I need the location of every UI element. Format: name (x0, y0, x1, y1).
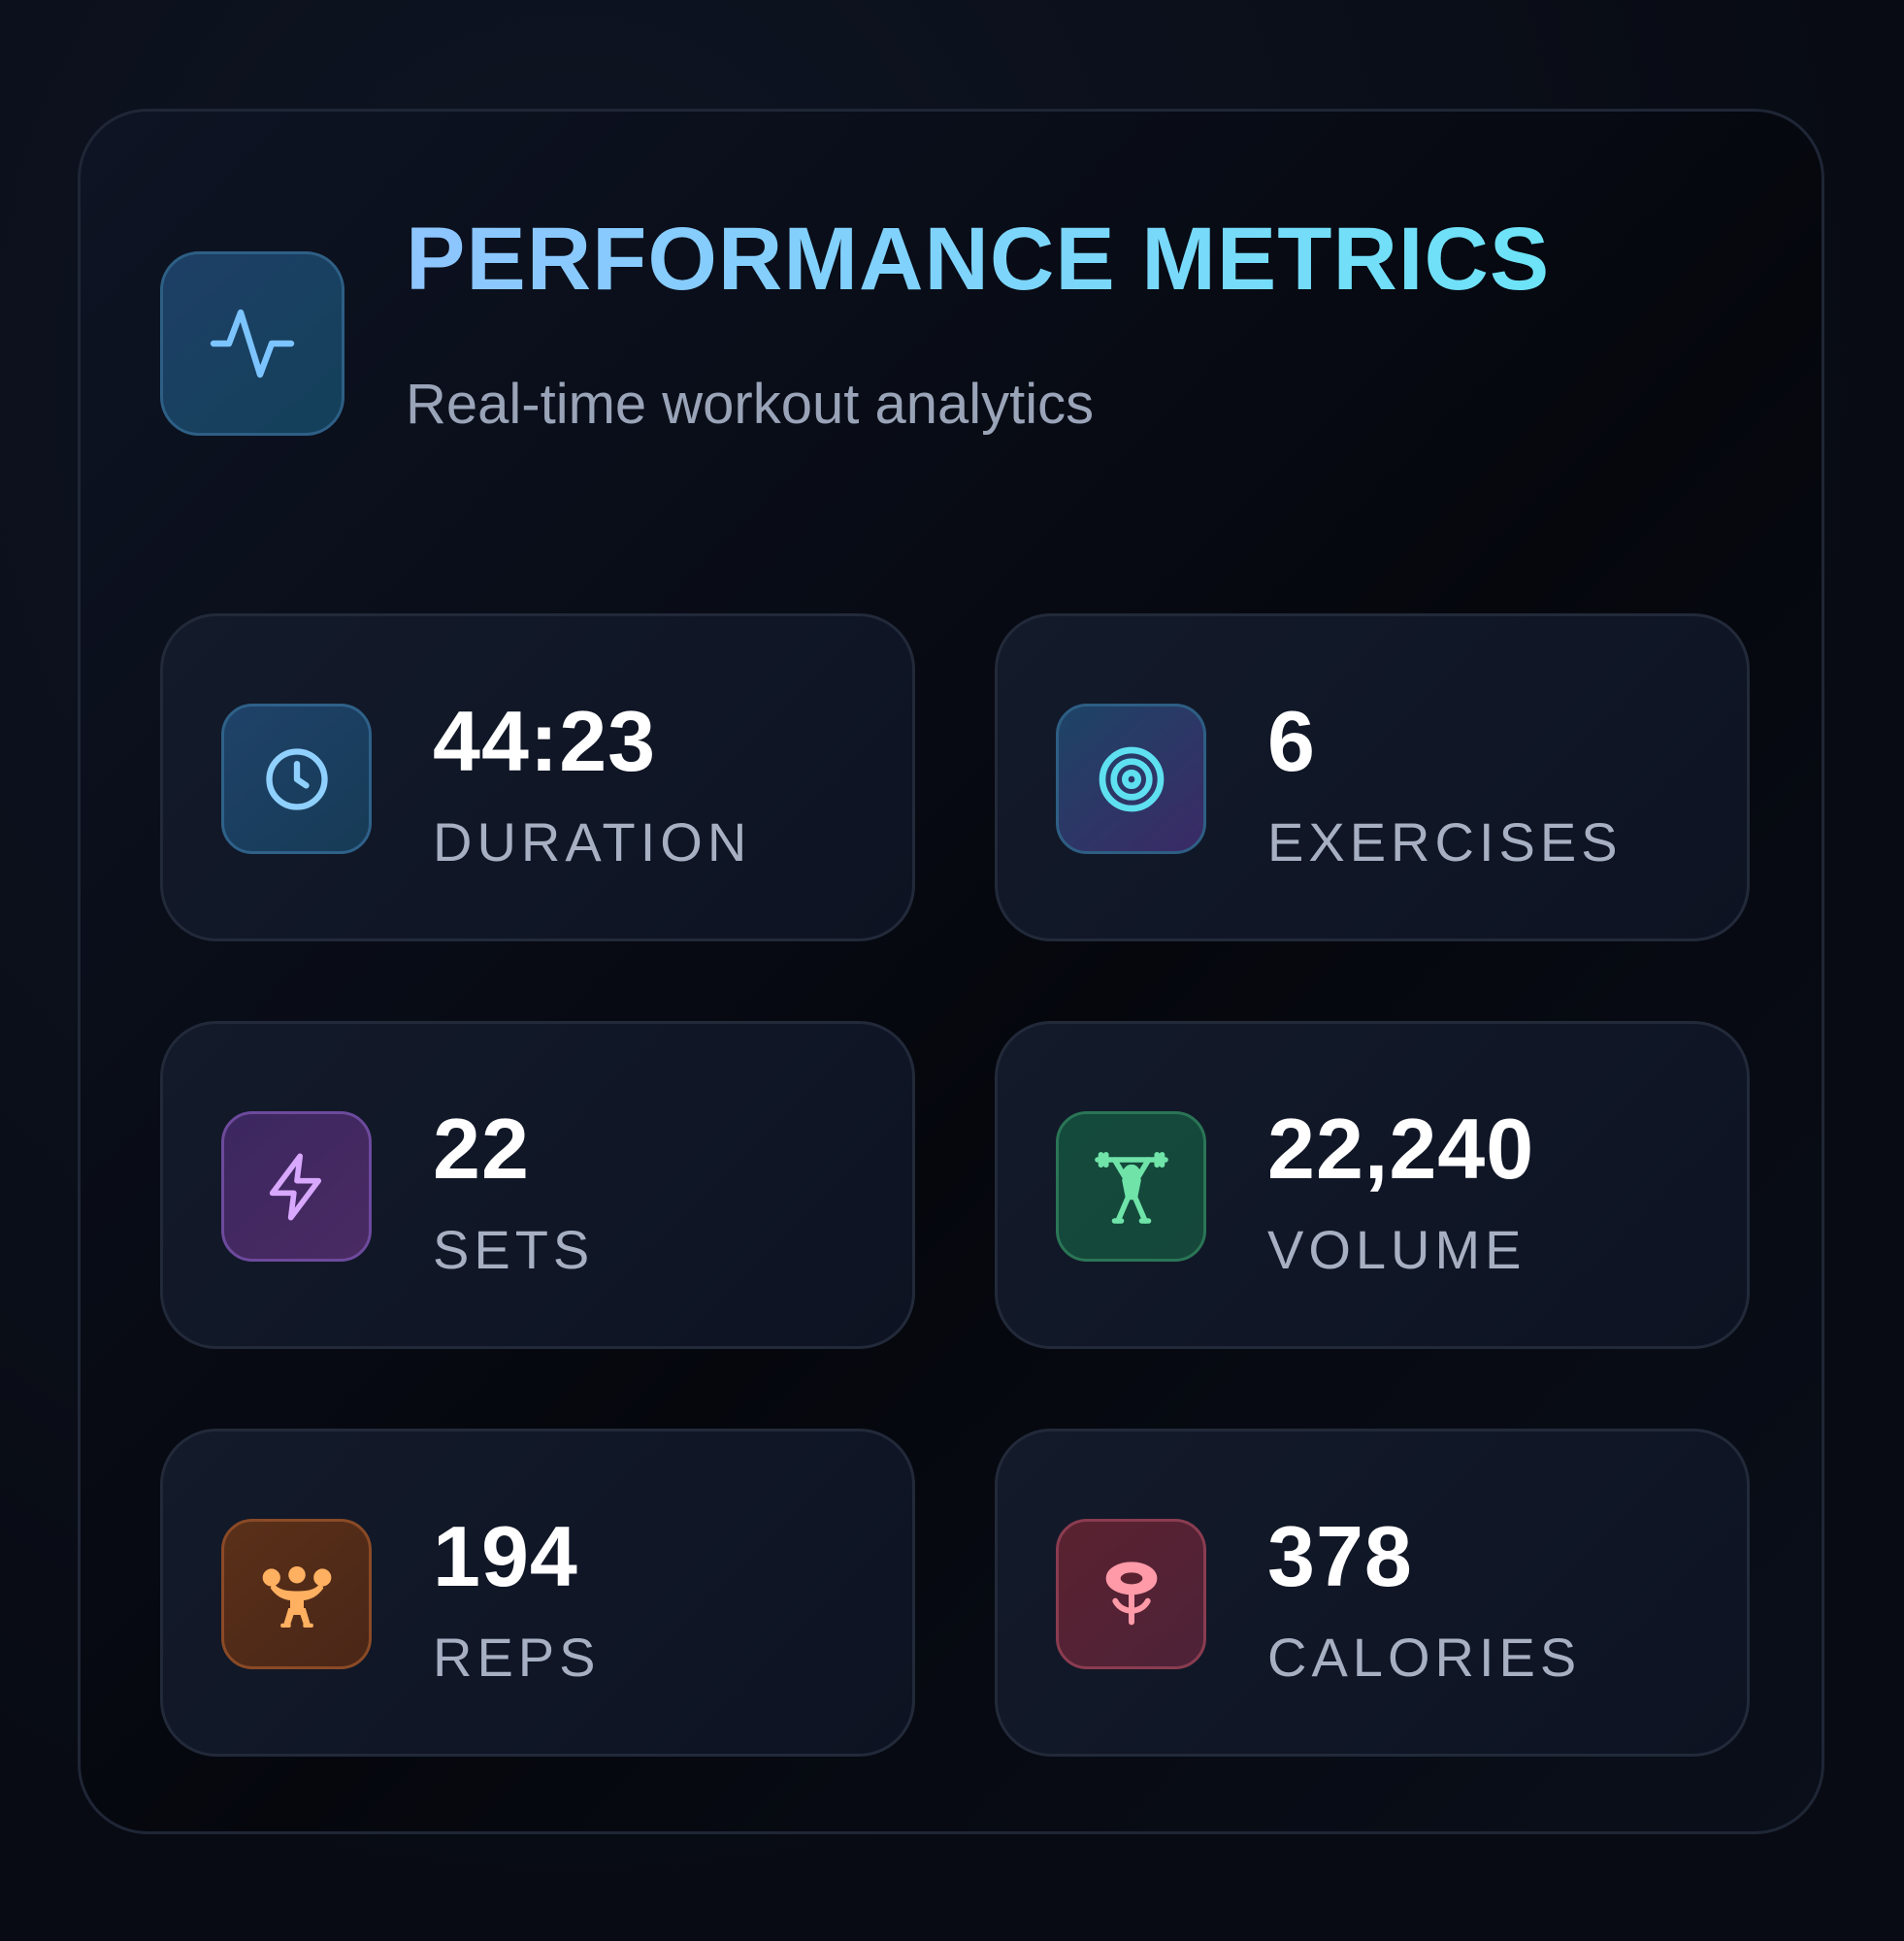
metric-value: 22,240 (1267, 1101, 1535, 1197)
flame-icon (1056, 1519, 1206, 1669)
metric-label: REPS (433, 1627, 601, 1688)
page-title: PERFORMANCE METRICS (406, 210, 1551, 309)
metric-card-reps[interactable]: 194 REPS (160, 1429, 915, 1757)
performance-metrics-panel: PERFORMANCE METRICS Real-time workout an… (78, 109, 1824, 1834)
metric-value: 194 (433, 1508, 578, 1604)
metric-value: 378 (1267, 1508, 1413, 1604)
metric-label: DURATION (433, 811, 752, 872)
metric-label: EXERCISES (1267, 811, 1623, 872)
metric-card-volume[interactable]: 22,240 VOLUME (995, 1021, 1750, 1349)
lightning-bolt-icon (221, 1111, 372, 1262)
page-subtitle: Real-time workout analytics (406, 373, 1095, 436)
metric-card-calories[interactable]: 378 CALORIES (995, 1429, 1750, 1757)
metric-value: 44:23 (433, 693, 657, 789)
activity-pulse-icon (160, 251, 345, 436)
metric-value: 6 (1267, 693, 1316, 789)
metric-card-duration[interactable]: 44:23 DURATION (160, 613, 915, 941)
metric-card-sets[interactable]: 22 SETS (160, 1021, 915, 1349)
flexed-muscle-icon (221, 1519, 372, 1669)
weightlifter-icon (1056, 1111, 1206, 1262)
metric-label: VOLUME (1267, 1219, 1526, 1280)
target-icon (1056, 704, 1206, 854)
clock-icon (221, 704, 372, 854)
metric-value: 22 (433, 1101, 530, 1197)
metric-label: SETS (433, 1219, 595, 1280)
metric-label: CALORIES (1267, 1627, 1582, 1688)
metric-card-exercises[interactable]: 6 EXERCISES (995, 613, 1750, 941)
